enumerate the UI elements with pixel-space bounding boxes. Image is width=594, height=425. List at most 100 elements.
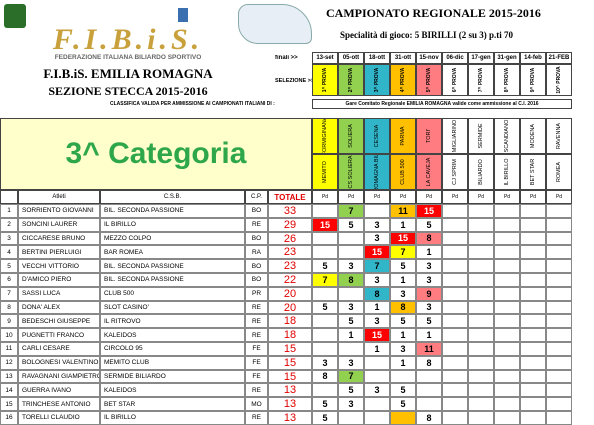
total: 20 (268, 286, 312, 301)
venue-text: RAVENNA (556, 122, 562, 150)
column-header: Atleti (18, 190, 100, 204)
total: 29 (268, 217, 312, 232)
points (442, 369, 468, 384)
round-label-text: 4^ PROVA (400, 67, 406, 93)
total: 13 (268, 397, 312, 411)
points (442, 383, 468, 398)
points (442, 411, 468, 425)
points: 3 (312, 355, 338, 370)
round-label-text: 1^ PROVA (322, 67, 328, 93)
finals-label: finali >> (275, 55, 298, 61)
points (546, 217, 572, 232)
points: 5 (338, 383, 364, 398)
club: CIRCOLO 95 (100, 342, 245, 356)
points (468, 231, 494, 246)
points (546, 397, 572, 411)
round-label: 9^ PROVA (520, 64, 546, 96)
points: 3 (338, 355, 364, 370)
points (494, 231, 520, 246)
points (494, 259, 520, 273)
venue-club: CLUB 500 (390, 154, 416, 190)
round-date: 05-ott (338, 52, 364, 64)
points (442, 342, 468, 356)
total: 13 (268, 411, 312, 425)
round-label: 1^ PROVA (312, 64, 338, 96)
venue-club-text: MEMITO (322, 161, 328, 183)
rank: 1 (0, 204, 18, 218)
points (468, 328, 494, 342)
venue: SOLIERA (338, 118, 364, 154)
total: 23 (268, 259, 312, 273)
round-date: 14-feb (520, 52, 546, 64)
rank: 11 (0, 342, 18, 356)
round-col-header: Pd (468, 190, 494, 204)
points (416, 369, 442, 384)
points: 3 (416, 259, 442, 273)
column-header: C.P. (245, 190, 268, 204)
committee-note: Gare Comitato Regionale EMILIA ROMAGNA v… (312, 99, 572, 109)
club: IL BIRILLO (100, 217, 245, 232)
points (468, 273, 494, 287)
province: RE (245, 217, 268, 232)
points (338, 231, 364, 246)
points (520, 314, 546, 329)
venue: MODENA (520, 118, 546, 154)
points (468, 314, 494, 329)
points (442, 355, 468, 370)
points (494, 245, 520, 260)
athlete: PUGNETTI FRANCO (18, 328, 100, 342)
rank-header (0, 190, 18, 204)
venue-club: ROMAGNA BIL. (364, 154, 390, 190)
province: FE (245, 355, 268, 370)
venue-text: CESENA (374, 124, 380, 148)
points (546, 286, 572, 301)
points: 5 (390, 383, 416, 398)
points: 1 (416, 245, 442, 260)
points (520, 369, 546, 384)
points: 1 (390, 355, 416, 370)
round-date: 17-gen (468, 52, 494, 64)
venue-club: BILIARDO (468, 154, 494, 190)
rank: 10 (0, 328, 18, 342)
province: MO (245, 397, 268, 411)
rank: 15 (0, 397, 18, 411)
points (494, 383, 520, 398)
points: 15 (312, 217, 338, 232)
venue-club-text: BILIARDO (478, 159, 484, 185)
venue: PARMA (390, 118, 416, 154)
total: 15 (268, 369, 312, 384)
points: 5 (312, 300, 338, 315)
round-col-header: Pd (520, 190, 546, 204)
venue-club-text: CJ SPRIM (452, 159, 458, 185)
region-map (238, 4, 312, 44)
points (546, 411, 572, 425)
club: BIL. SECONDA PASSIONE (100, 273, 245, 287)
points (520, 300, 546, 315)
club: KALEIDOS (100, 383, 245, 398)
points (338, 411, 364, 425)
points: 7 (390, 245, 416, 260)
specialty: Specialità di gioco: 5 BIRILLI (2 su 3) … (340, 30, 514, 40)
rank: 5 (0, 259, 18, 273)
points (468, 245, 494, 260)
points: 5 (338, 314, 364, 329)
total: 23 (268, 245, 312, 260)
club: BIL. SECONDA PASSIONE (100, 259, 245, 273)
points (520, 286, 546, 301)
points: 1 (390, 328, 416, 342)
total: 15 (268, 342, 312, 356)
venue-club-text: LA CAVEJA (426, 157, 432, 187)
points (442, 245, 468, 260)
round-date: 06-dic (442, 52, 468, 64)
round-date: 13-set (312, 52, 338, 64)
category-title: 3^ Categoria (0, 118, 312, 190)
points (416, 397, 442, 411)
province: BO (245, 273, 268, 287)
round-label: 5^ PROVA (416, 64, 442, 96)
round-label: 6^ PROVA (442, 64, 468, 96)
round-col-header: Pd (494, 190, 520, 204)
total: 13 (268, 383, 312, 398)
round-col-header: Pd (416, 190, 442, 204)
rank: 3 (0, 231, 18, 246)
